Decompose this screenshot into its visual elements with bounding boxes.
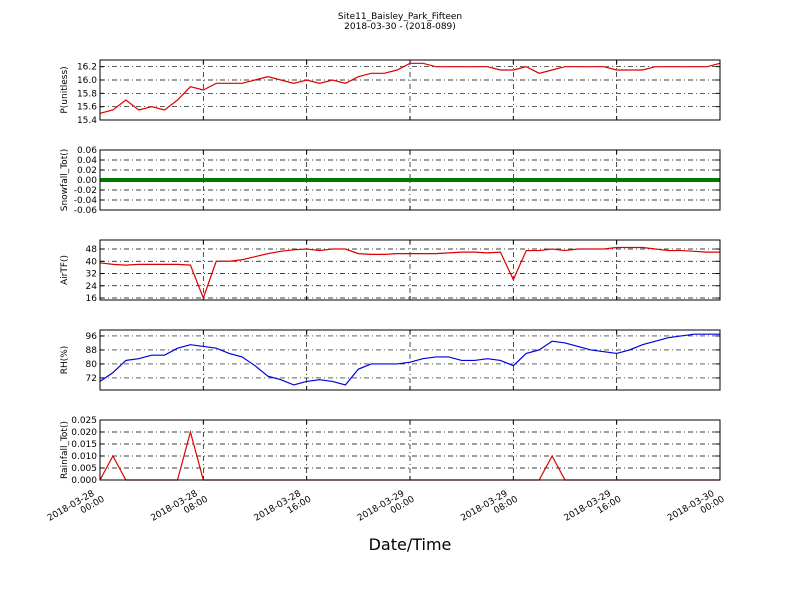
y-tick-label: 16.0 (77, 76, 97, 86)
y-tick-label: 96 (86, 332, 98, 342)
x-tick-label: 2018-03-2808:00 (149, 486, 210, 533)
line-series (99, 333, 720, 386)
y-tick-label: 24 (86, 282, 98, 292)
y-tick-label: 16 (86, 294, 98, 304)
x-tick-label: 2018-03-2900:00 (356, 486, 417, 533)
y-axis-label: AirTF() (60, 255, 70, 285)
y-tick-label: 16.2 (77, 63, 97, 73)
y-axis-label: RH(%) (60, 346, 70, 375)
plot-frame (99, 149, 721, 211)
y-tick-label: 0.015 (71, 440, 97, 450)
y-tick-label: 0.02 (77, 166, 97, 176)
y-tick-label: 0.005 (71, 464, 97, 474)
y-tick-label: 80 (86, 360, 98, 370)
chart-subtitle: 2018-03-30 - (2018-089) (344, 22, 456, 32)
y-axis-label: P(unitless) (60, 66, 70, 113)
x-tick-label: 2018-03-2816:00 (253, 486, 314, 533)
y-tick-label: 88 (86, 346, 98, 356)
line-series (99, 246, 720, 300)
y-tick-label: 0.010 (71, 452, 97, 462)
plot-frame (99, 239, 721, 301)
plot-frame (99, 419, 721, 481)
y-tick-label: 32 (86, 270, 97, 280)
y-tick-label: 0.04 (77, 156, 97, 166)
y-tick-label: -0.04 (74, 196, 98, 206)
y-tick-label: 0.025 (71, 416, 97, 426)
x-tick-label: 2018-03-3000:00 (666, 486, 727, 533)
plot-frame (99, 329, 721, 391)
x-axis-label: Date/Time (369, 535, 452, 554)
y-tick-label: -0.02 (74, 186, 97, 196)
y-tick-label: 15.6 (77, 103, 97, 113)
x-tick-label: 2018-03-2916:00 (563, 486, 624, 533)
y-tick-label: 72 (86, 374, 97, 384)
y-tick-label: -0.06 (74, 206, 98, 216)
y-tick-label: 48 (86, 245, 98, 255)
y-tick-label: 15.8 (77, 89, 97, 99)
y-axis-label: Snowfall_Tot() (60, 149, 70, 212)
chart-title: Site11_Baisley_Park_Fifteen (338, 12, 462, 22)
y-tick-label: 0.020 (71, 428, 97, 438)
line-series (99, 62, 721, 114)
y-tick-label: 40 (86, 257, 98, 267)
y-tick-label: 0.06 (77, 146, 97, 156)
plot-frame (99, 59, 721, 121)
y-tick-label: 0.000 (71, 476, 97, 486)
x-tick-label: 2018-03-2800:00 (46, 486, 107, 533)
x-tick-label: 2018-03-2908:00 (459, 486, 520, 533)
y-axis-label: Rainfall_Tot() (60, 421, 70, 479)
y-tick-label: 15.4 (77, 116, 97, 126)
y-tick-label: 0.00 (77, 176, 97, 186)
